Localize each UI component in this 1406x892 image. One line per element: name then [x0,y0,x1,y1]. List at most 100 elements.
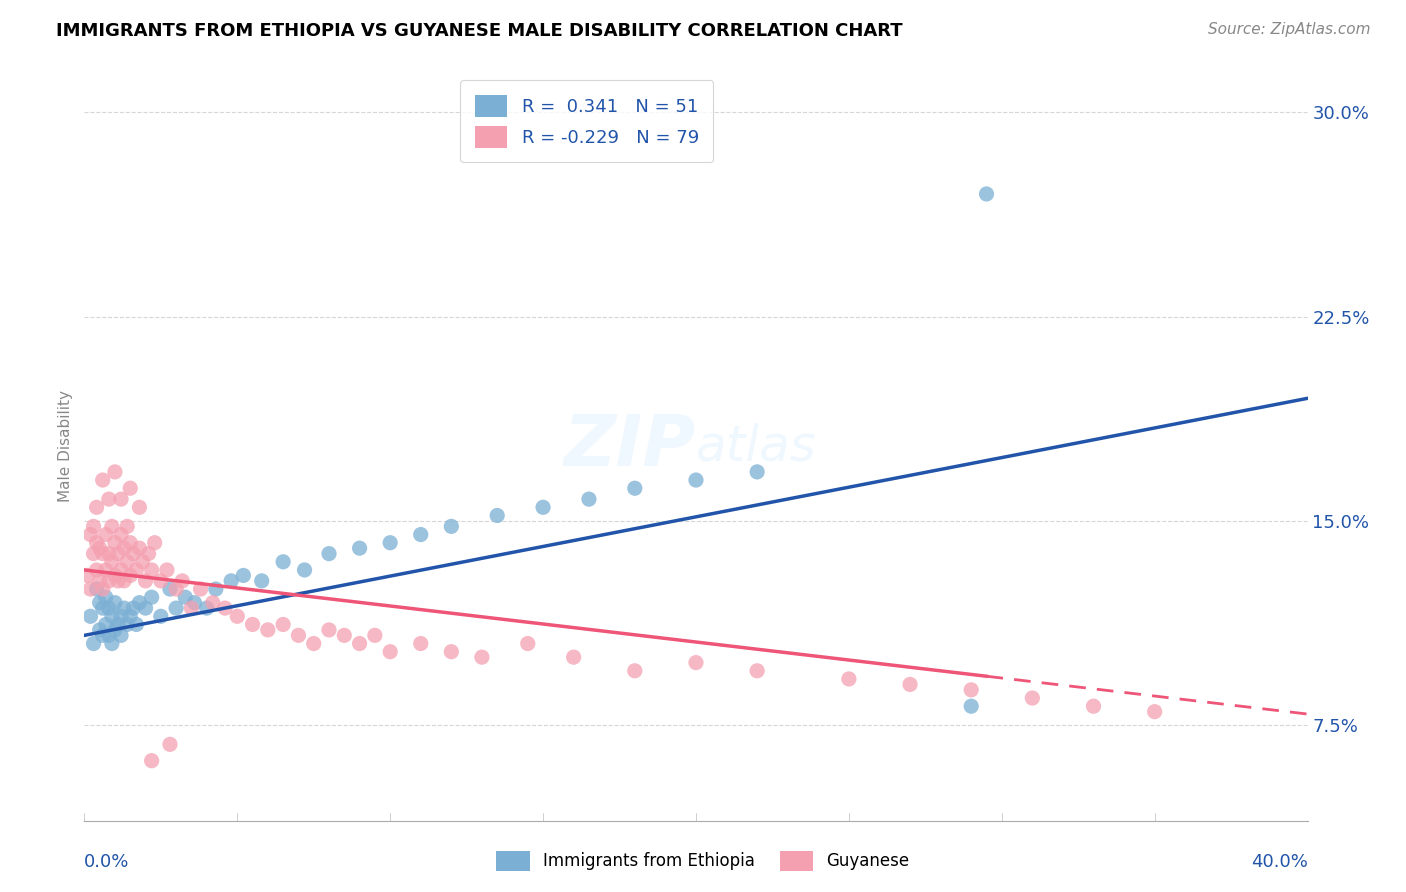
Y-axis label: Male Disability: Male Disability [58,390,73,502]
Point [747,664,769,678]
Point [97,547,120,561]
Point [79,582,101,596]
Point [159,737,181,751]
Legend: R =  0.341   N = 51, R = -0.229   N = 79: R = 0.341 N = 51, R = -0.229 N = 79 [460,80,713,162]
Point [94,617,117,632]
Point [409,636,432,650]
Point [685,473,707,487]
Point [318,623,340,637]
Point [205,582,228,596]
Point [112,541,135,556]
Point [128,500,150,515]
Point [76,568,98,582]
Point [195,601,218,615]
Point [104,596,127,610]
Point [219,574,242,588]
Point [122,601,145,615]
Point [91,628,114,642]
Point [89,541,111,556]
Point [86,563,108,577]
Point [232,568,254,582]
Text: atlas: atlas [696,422,817,470]
Point [578,492,600,507]
Point [94,591,117,605]
Point [104,465,127,479]
Point [112,601,135,615]
Point [86,535,108,549]
Point [242,617,264,632]
Point [976,186,998,201]
Point [101,636,124,650]
Point [898,677,921,691]
Point [440,645,463,659]
Point [141,563,163,577]
Point [201,596,224,610]
Point [101,609,124,624]
Point [107,617,129,632]
Point [104,568,127,582]
Point [214,601,236,615]
Point [131,555,153,569]
Point [110,563,132,577]
Point [165,582,187,596]
Point [97,601,120,615]
Point [128,596,150,610]
Point [141,591,163,605]
Point [135,601,157,615]
Point [91,547,114,561]
Point [1083,699,1105,714]
Point [302,636,325,650]
Point [83,519,105,533]
Point [149,609,172,624]
Point [110,492,132,507]
Point [172,574,194,588]
Point [1143,705,1166,719]
Point [409,527,432,541]
Point [89,623,111,637]
Point [120,568,142,582]
Point [97,628,120,642]
Point [104,623,127,637]
Text: IMMIGRANTS FROM ETHIOPIA VS GUYANESE MALE DISABILITY CORRELATION CHART: IMMIGRANTS FROM ETHIOPIA VS GUYANESE MAL… [56,22,903,40]
Point [143,535,166,549]
Point [624,664,647,678]
Point [79,609,101,624]
Point [349,636,371,650]
Point [183,596,205,610]
Point [440,519,463,533]
Point [380,645,402,659]
Point [128,541,150,556]
Point [364,628,387,642]
Point [333,628,356,642]
Point [86,500,108,515]
Point [125,563,148,577]
Point [86,582,108,596]
Point [115,519,138,533]
Text: 0.0%: 0.0% [84,854,129,871]
Point [83,636,105,650]
Point [101,519,124,533]
Legend: Immigrants from Ethiopia, Guyanese: Immigrants from Ethiopia, Guyanese [488,842,918,880]
Point [122,547,145,561]
Point [380,535,402,549]
Point [271,617,294,632]
Point [125,617,148,632]
Point [156,563,179,577]
Point [110,609,132,624]
Point [91,601,114,615]
Point [1021,691,1043,706]
Point [294,563,316,577]
Point [960,699,983,714]
Point [226,609,249,624]
Point [250,574,273,588]
Point [94,563,117,577]
Point [318,547,340,561]
Point [838,672,860,686]
Point [624,481,647,495]
Point [115,617,138,632]
Point [165,601,187,615]
Text: Source: ZipAtlas.com: Source: ZipAtlas.com [1208,22,1371,37]
Point [110,628,132,642]
Point [112,574,135,588]
Point [685,656,707,670]
